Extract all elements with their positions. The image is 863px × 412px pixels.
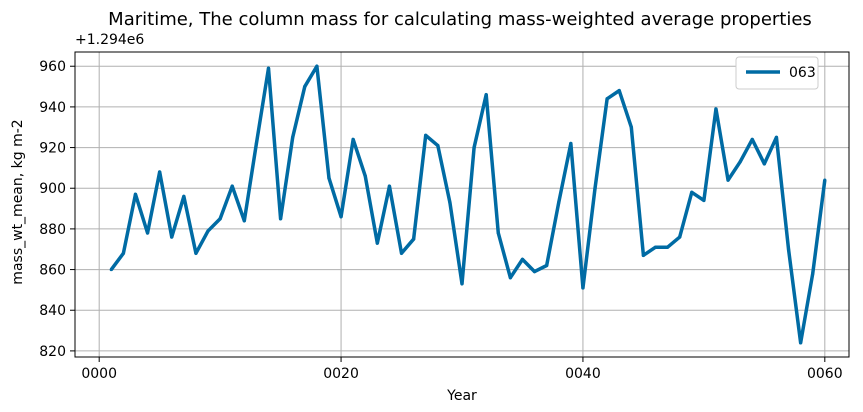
x-axis-label: Year	[446, 388, 477, 404]
data-point	[351, 137, 355, 142]
data-point	[412, 237, 416, 241]
data-point	[799, 341, 803, 345]
x-tick-label: 0020	[323, 366, 359, 382]
data-point	[194, 251, 198, 255]
data-point	[762, 162, 766, 166]
data-point	[303, 84, 307, 89]
data-point	[702, 198, 706, 203]
y-tick-label: 900	[39, 181, 66, 197]
data-point	[363, 174, 367, 178]
data-point	[206, 229, 210, 233]
y-tick-label: 940	[39, 100, 66, 116]
legend: 063	[735, 56, 819, 90]
data-point	[508, 276, 512, 280]
data-point	[811, 272, 815, 276]
data-point	[145, 231, 150, 235]
data-point	[315, 64, 319, 68]
data-point	[472, 145, 476, 150]
x-tick-label: 0040	[565, 366, 601, 382]
data-point	[266, 66, 271, 70]
data-point	[665, 245, 670, 249]
y-tick-label: 960	[39, 59, 66, 75]
data-point	[291, 135, 295, 139]
data-point	[387, 184, 392, 188]
data-point	[774, 135, 779, 139]
data-point	[278, 217, 283, 221]
legend-label-063: 063	[789, 65, 816, 81]
data-point	[690, 190, 694, 194]
data-point	[823, 178, 827, 182]
data-point	[593, 186, 597, 190]
data-point	[182, 194, 186, 198]
data-point	[133, 192, 138, 196]
chart-title: Maritime, The column mass for calculatin…	[108, 9, 812, 30]
y-axis-offset-text: +1.294e6	[75, 32, 144, 48]
y-tick-label: 840	[39, 303, 66, 319]
data-point	[532, 270, 537, 274]
data-point	[520, 257, 525, 261]
data-point	[629, 125, 633, 129]
data-point	[109, 267, 113, 272]
data-point	[653, 245, 658, 249]
y-tick-label: 880	[39, 222, 66, 238]
data-point	[581, 286, 585, 290]
x-tick-label: 0000	[81, 366, 117, 382]
y-axis-ticks: 820 840 860 880 900 920 940 960	[39, 59, 75, 360]
series-layer	[109, 64, 827, 345]
data-point	[786, 247, 791, 251]
y-axis-label: mass_wt_mean, kg m-2	[10, 119, 26, 284]
data-point	[484, 93, 488, 97]
data-point	[714, 107, 718, 111]
data-point	[617, 89, 621, 93]
data-point	[448, 200, 452, 205]
y-tick-label: 920	[39, 141, 66, 157]
data-point	[726, 178, 730, 182]
data-point	[121, 251, 125, 255]
data-point	[460, 282, 464, 286]
y-tick-label: 820	[39, 344, 66, 360]
data-point	[738, 160, 742, 164]
data-point	[254, 141, 259, 146]
data-point	[170, 235, 174, 239]
data-point	[158, 170, 162, 174]
data-point	[557, 200, 561, 205]
data-point	[678, 235, 682, 239]
plot-frame	[74, 51, 850, 358]
data-point	[605, 97, 609, 101]
data-point	[545, 263, 549, 268]
data-point	[327, 176, 331, 180]
y-tick-label: 860	[39, 263, 66, 279]
data-point	[569, 141, 573, 146]
data-point	[496, 231, 500, 235]
grid-lines	[75, 52, 849, 357]
x-tick-label: 0060	[807, 366, 843, 382]
x-axis-ticks: 0000 0020 0040 0060	[81, 357, 843, 382]
data-point	[218, 217, 222, 221]
data-point	[230, 184, 234, 188]
data-point	[641, 253, 646, 257]
data-point	[375, 241, 379, 245]
data-point	[339, 215, 343, 219]
data-point	[242, 219, 246, 223]
data-point	[424, 133, 428, 137]
series-line-063	[109, 64, 827, 345]
data-point	[436, 143, 440, 148]
data-point	[750, 137, 754, 142]
data-point	[399, 251, 404, 255]
